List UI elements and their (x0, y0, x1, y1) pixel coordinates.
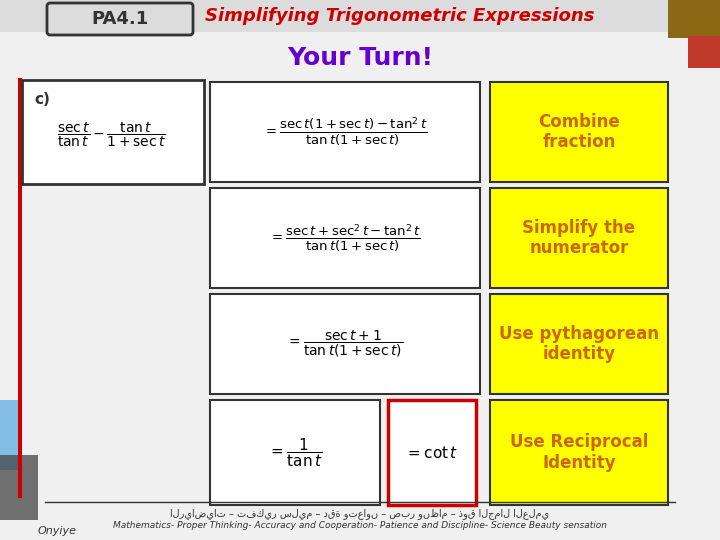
Text: Simplify the
numerator: Simplify the numerator (523, 219, 636, 258)
Bar (388, 400, 476, 505)
Text: Your Turn!: Your Turn! (287, 46, 433, 70)
Bar (0, 455, 38, 520)
Text: Mathematics- Proper Thinking- Accuracy and Cooperation- Patience and Discipline-: Mathematics- Proper Thinking- Accuracy a… (113, 521, 607, 530)
Bar (490, 400, 668, 505)
Bar (0, 400, 22, 470)
Text: $= \dfrac{\sec t + 1}{\tan t(1 + \sec t)}$: $= \dfrac{\sec t + 1}{\tan t(1 + \sec t)… (287, 329, 404, 359)
Text: Use pythagorean
identity: Use pythagorean identity (499, 325, 659, 363)
Bar (490, 188, 668, 288)
Bar (688, 36, 720, 68)
Text: Simplifying Trigonometric Expressions: Simplifying Trigonometric Expressions (205, 7, 595, 25)
Bar (668, 0, 720, 38)
Text: $\dfrac{\sec t}{\tan t} - \dfrac{\tan t}{1 + \sec t}$: $\dfrac{\sec t}{\tan t} - \dfrac{\tan t}… (58, 121, 166, 149)
Text: Onyiye: Onyiye (38, 526, 77, 536)
Text: $= \dfrac{1}{\tan t}$: $= \dfrac{1}{\tan t}$ (268, 436, 323, 469)
Bar (210, 188, 480, 288)
Text: PA4.1: PA4.1 (91, 10, 148, 28)
Text: Combine
fraction: Combine fraction (538, 113, 620, 151)
Bar (490, 82, 668, 182)
Text: الرياضيات – تفكير سليم – دقة وتعاون – صبر ونظام – ذوق الجمال العلمي: الرياضيات – تفكير سليم – دقة وتعاون – صب… (171, 508, 549, 519)
Text: $= \dfrac{\sec t + \sec^2 t - \tan^2 t}{\tan t(1 + \sec t)}$: $= \dfrac{\sec t + \sec^2 t - \tan^2 t}{… (269, 222, 421, 254)
Bar (210, 82, 480, 182)
Bar (18, 78, 22, 498)
Text: $= \cot t$: $= \cot t$ (405, 444, 459, 461)
FancyBboxPatch shape (47, 3, 193, 35)
FancyBboxPatch shape (22, 80, 204, 184)
Text: c): c) (34, 92, 50, 107)
Bar (490, 294, 668, 394)
Bar (0, 0, 720, 32)
Text: $= \dfrac{\sec t(1 + \sec t) - \tan^2 t}{\tan t(1 + \sec t)}$: $= \dfrac{\sec t(1 + \sec t) - \tan^2 t}… (263, 116, 428, 148)
Text: Use Reciprocal
Identity: Use Reciprocal Identity (510, 433, 648, 472)
Bar (210, 294, 480, 394)
Bar (210, 400, 380, 505)
